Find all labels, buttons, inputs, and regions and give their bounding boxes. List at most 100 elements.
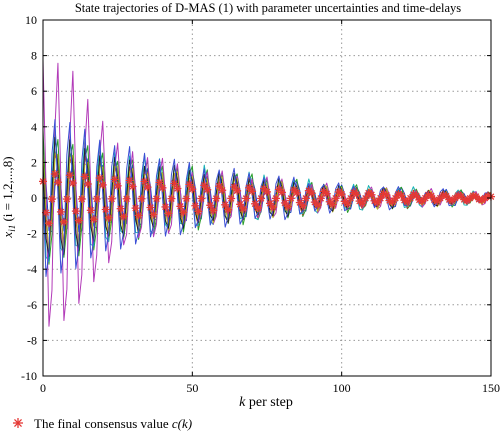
grid [43, 20, 491, 376]
consensus-marker [257, 194, 266, 203]
x-tick-label: 100 [333, 381, 351, 395]
consensus-marker [107, 194, 116, 203]
consensus-marker [277, 188, 286, 197]
consensus-marker [164, 209, 173, 218]
y-tick-label: 4 [31, 120, 37, 134]
consensus-marker [176, 202, 185, 211]
consensus-marker [391, 194, 400, 203]
consensus-marker [197, 194, 206, 203]
consensus-marker [454, 191, 463, 200]
consensus-marker [71, 207, 80, 216]
consensus-marker [173, 184, 182, 193]
consensus-marker [56, 207, 65, 216]
consensus-marker [337, 190, 346, 199]
y-tick-label: -6 [27, 298, 37, 312]
consensus-marker [301, 194, 310, 203]
consensus-marker [167, 194, 176, 203]
consensus-marker [161, 202, 170, 211]
consensus-marker [158, 183, 167, 192]
consensus-marker [254, 203, 263, 212]
consensus-marker [292, 188, 301, 197]
legend-marker [13, 418, 23, 428]
consensus-marker [191, 201, 200, 210]
consensus-marker [68, 179, 77, 188]
consensus-marker [110, 175, 119, 184]
x-tick-label: 50 [186, 381, 198, 395]
x-tick-label: 0 [40, 381, 46, 395]
consensus-marker [307, 189, 316, 198]
consensus-marker [263, 187, 271, 196]
consensus-marker [149, 210, 158, 219]
y-tick-label: -10 [21, 369, 37, 383]
consensus-marker [89, 215, 98, 224]
consensus-marker [331, 194, 340, 203]
consensus-marker [215, 182, 224, 191]
consensus-marker [146, 203, 155, 212]
consensus-marker [95, 173, 104, 182]
consensus-marker [125, 176, 134, 185]
y-tick-label: 8 [31, 49, 37, 63]
y-tick-label: -2 [27, 227, 37, 241]
consensus-marker [98, 180, 107, 189]
consensus-marker [388, 198, 397, 207]
consensus-marker [200, 181, 209, 190]
consensus-marker [152, 194, 161, 203]
legend: The final consensus value c(k) [13, 416, 192, 431]
consensus-marker [179, 208, 188, 217]
consensus-marker [236, 200, 245, 209]
consensus-marker [286, 194, 295, 203]
consensus-marker [206, 201, 215, 210]
consensus-marker [283, 202, 292, 211]
consensus-marker [233, 186, 242, 195]
consensus-marker [137, 194, 146, 203]
consensus-marker [53, 178, 62, 187]
consensus-marker [313, 201, 322, 210]
y-axis-label: xi1 (i = 1,2,...,8) [0, 156, 17, 238]
x-axis-label: k per step [239, 395, 293, 410]
consensus-marker [74, 216, 83, 225]
consensus-markers [39, 169, 495, 228]
consensus-marker [62, 195, 71, 204]
consensus-marker [185, 180, 194, 189]
consensus-marker [298, 201, 307, 210]
consensus-marker [382, 191, 391, 200]
consensus-marker [346, 194, 355, 203]
consensus-marker [134, 211, 143, 220]
y-tick-label: 2 [31, 155, 37, 169]
consensus-marker [128, 182, 137, 191]
legend-star-icon [13, 418, 23, 428]
consensus-marker [140, 177, 149, 186]
series-line [42, 60, 492, 327]
consensus-marker [376, 194, 385, 203]
consensus-marker [92, 194, 101, 203]
consensus-marker [367, 190, 376, 199]
y-tick-label: 6 [31, 84, 37, 98]
legend-label: The final consensus value c(k) [34, 416, 192, 431]
consensus-marker [212, 194, 221, 203]
chart-title: State trajectories of D-MAS (1) with par… [75, 1, 461, 15]
consensus-marker [47, 195, 56, 204]
consensus-marker [182, 194, 191, 203]
consensus-marker [59, 217, 68, 226]
consensus-marker [209, 206, 218, 215]
consensus-marker [221, 200, 230, 209]
consensus-marker [218, 186, 227, 195]
consensus-marker [131, 204, 140, 213]
consensus-marker [373, 198, 382, 207]
consensus-marker [86, 206, 95, 215]
y-tick-label: 0 [31, 191, 37, 205]
y-tick-labels: 10 8 6 4 2 0 -2 -4 -6 -8 -10 [21, 13, 37, 383]
consensus-marker [119, 212, 128, 221]
x-tick-labels: 0 50 100 150 [40, 381, 500, 395]
consensus-marker [50, 169, 59, 178]
plot-frame [42, 19, 492, 377]
consensus-marker [352, 190, 361, 199]
consensus-marker [343, 199, 352, 208]
consensus-marker [203, 185, 212, 194]
consensus-marker [239, 204, 248, 213]
y-tick-label: 10 [25, 13, 37, 27]
consensus-marker [116, 204, 125, 213]
consensus-marker [248, 187, 257, 196]
consensus-marker [83, 179, 92, 188]
